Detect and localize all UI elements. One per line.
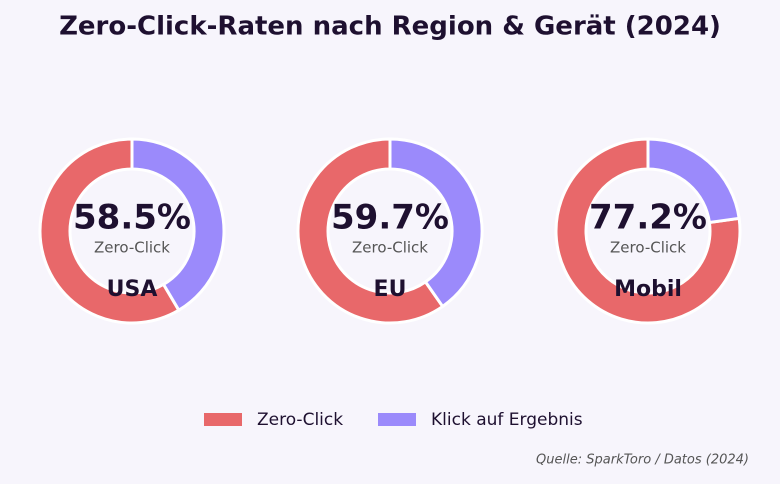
center-label: Zero-Click bbox=[94, 239, 170, 257]
legend-label: Klick auf Ergebnis bbox=[431, 410, 583, 430]
donut-segment bbox=[296, 137, 445, 325]
center-label: Zero-Click bbox=[610, 239, 686, 257]
chart-title: USA bbox=[107, 277, 158, 302]
donut-segment bbox=[646, 137, 741, 225]
center-value: 58.5% bbox=[73, 198, 191, 238]
title: Zero-Click-Raten nach Region & Gerät (20… bbox=[59, 12, 721, 42]
donut-segment bbox=[388, 137, 484, 309]
center-label: Zero-Click bbox=[352, 239, 428, 257]
legend-swatch bbox=[204, 413, 242, 426]
donut-segment bbox=[130, 137, 226, 313]
chart-title: Mobil bbox=[614, 277, 682, 302]
donut-segment bbox=[38, 137, 181, 325]
center-value: 59.7% bbox=[331, 198, 449, 238]
source: Quelle: SparkToro / Datos (2024) bbox=[536, 453, 749, 468]
donut-segment bbox=[554, 137, 742, 325]
center-value: 77.2% bbox=[589, 198, 707, 238]
legend-label: Zero-Click bbox=[257, 410, 343, 430]
legend-swatch bbox=[378, 413, 416, 426]
chart-title: EU bbox=[374, 277, 407, 302]
